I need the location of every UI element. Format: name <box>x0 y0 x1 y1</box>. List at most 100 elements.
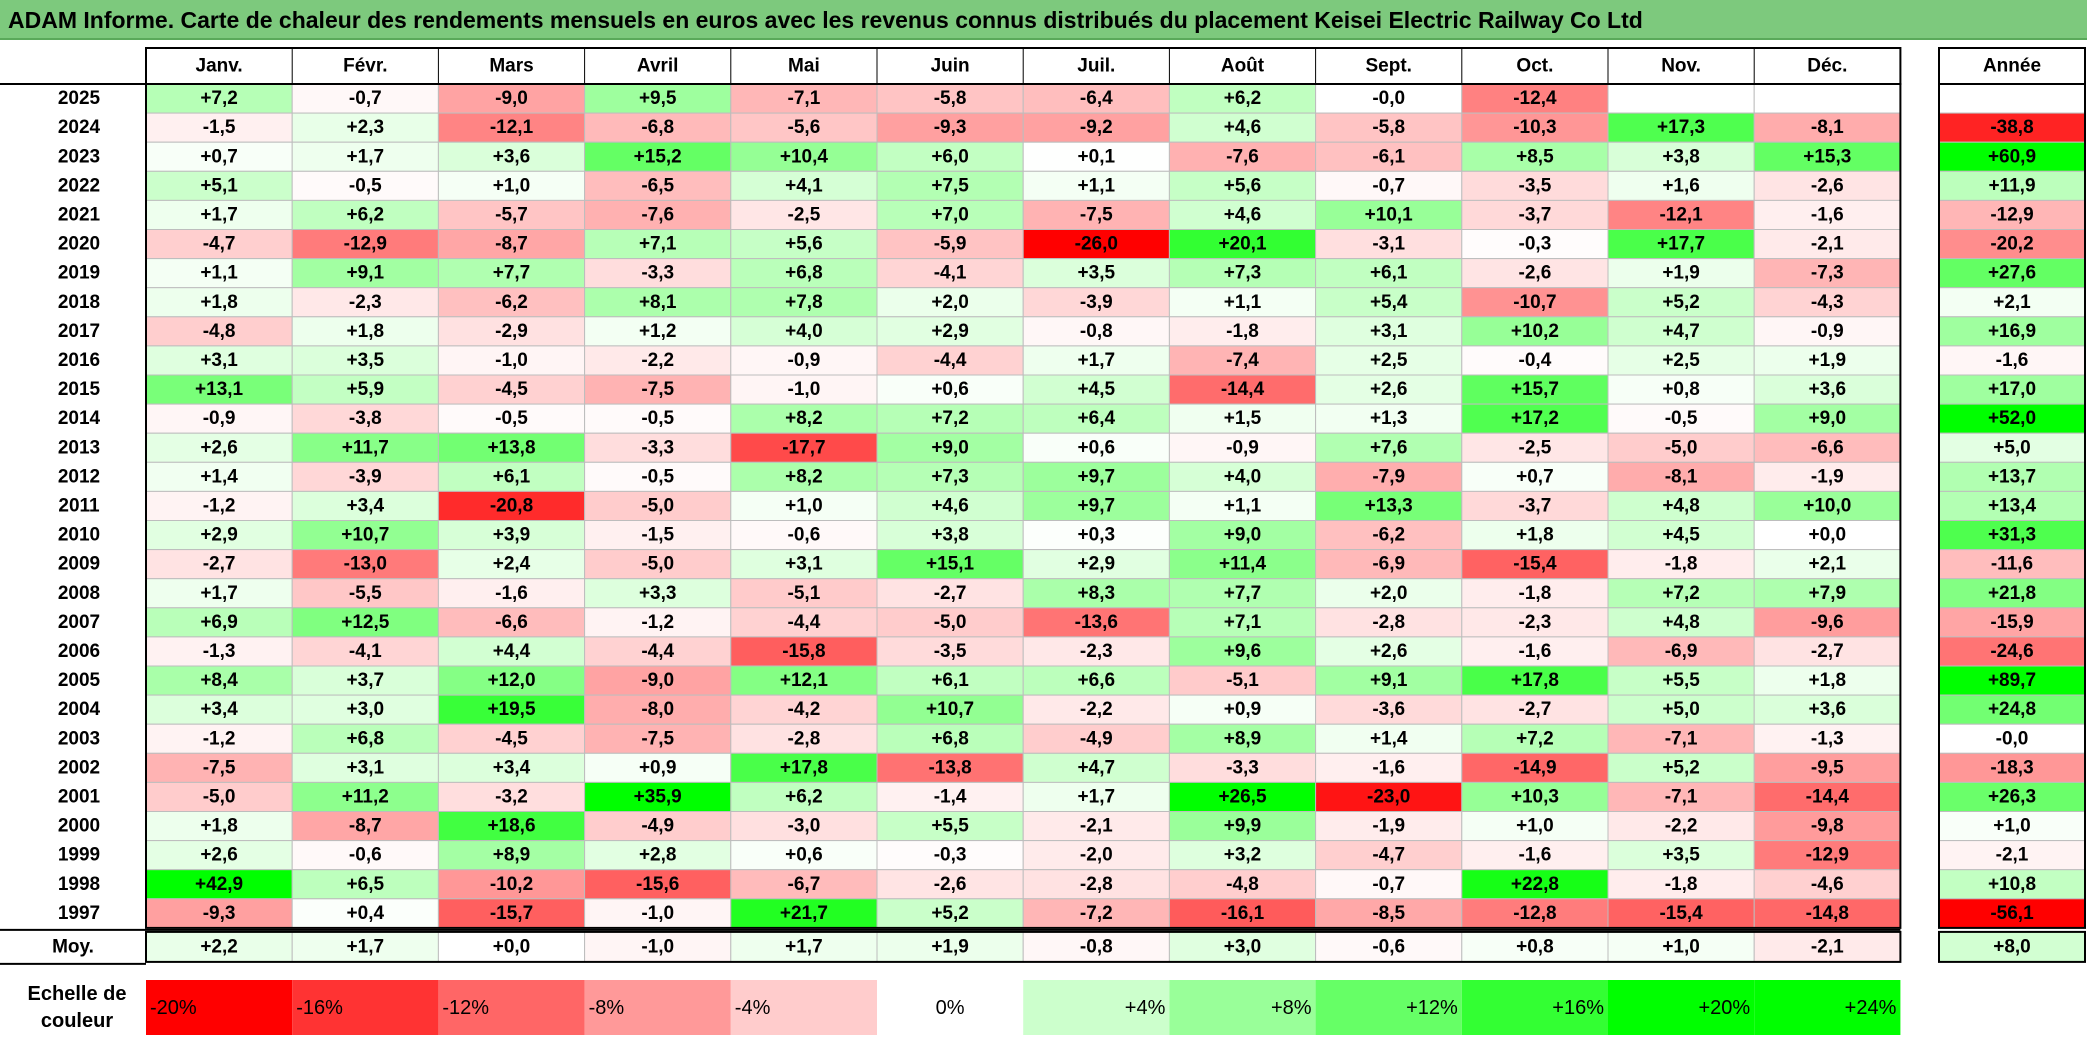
annual-cell <box>1938 112 2086 143</box>
heat-cell <box>1022 83 1170 114</box>
heat-cell <box>1461 345 1609 376</box>
heat-cell <box>1315 403 1463 434</box>
cell-value: -1,6 <box>495 583 528 604</box>
heat-cell <box>145 694 293 725</box>
cell-value: +17,7 <box>1657 234 1705 255</box>
cell-value: -5,0 <box>934 612 967 633</box>
scale-swatch <box>1023 980 1170 1035</box>
cell-value: -6,2 <box>1372 525 1405 546</box>
average-value: -0,8 <box>1080 936 1113 957</box>
cell-value: +17,8 <box>780 757 828 778</box>
heat-cell <box>584 607 732 638</box>
cell-value: +8,2 <box>785 408 823 429</box>
heat-cell <box>1607 345 1755 376</box>
cell-value: -0,9 <box>788 350 821 371</box>
scale-swatch <box>1608 980 1755 1035</box>
heat-cell <box>584 403 732 434</box>
heat-cell <box>437 665 586 696</box>
month-header: Mai <box>788 56 820 77</box>
heat-cell <box>1022 520 1170 551</box>
cell-value: +4,6 <box>931 495 969 516</box>
heat-cell <box>1753 229 1901 260</box>
cell-value: +3,5 <box>347 350 385 371</box>
cell-value: +1,4 <box>200 466 238 487</box>
annual-value: -1,6 <box>1996 350 2029 371</box>
cell-value: +7,7 <box>1224 583 1262 604</box>
cell-value: -5,6 <box>788 117 821 138</box>
cell-value: +1,9 <box>1809 350 1847 371</box>
cell-value: +5,5 <box>931 816 969 837</box>
heat-cell <box>584 781 732 813</box>
heat-cell <box>1753 199 1901 230</box>
cell-value: -12,8 <box>1513 903 1556 924</box>
heat-cell <box>584 316 732 347</box>
cell-value: -1,3 <box>1811 728 1844 749</box>
heat-cell <box>1022 141 1170 172</box>
cell-value: +4,4 <box>493 641 531 662</box>
heat-cell <box>1168 811 1317 842</box>
heat-cell <box>1168 898 1317 929</box>
heat-cell <box>437 840 586 871</box>
cell-value: -5,0 <box>1665 437 1698 458</box>
cell-value: +4,8 <box>1662 612 1700 633</box>
average-border <box>145 930 1902 963</box>
year-label: 1997 <box>58 903 100 924</box>
scale-swatch <box>1754 980 1901 1035</box>
year-label: 2012 <box>58 466 100 487</box>
heat-cell <box>1607 461 1755 492</box>
heat-cell <box>145 141 293 172</box>
heat-cell <box>584 374 732 405</box>
cell-value: +15,1 <box>926 554 975 575</box>
cell-value: +6,1 <box>931 670 969 691</box>
cell-value: -1,8 <box>1226 321 1259 342</box>
cell-value: -8,1 <box>1811 117 1844 138</box>
heat-cell <box>1753 549 1901 580</box>
cell-value: -0,7 <box>1372 874 1405 895</box>
heat-cell <box>584 723 732 754</box>
cell-value: -7,6 <box>641 204 674 225</box>
cell-value: +17,8 <box>1511 670 1559 691</box>
cell-value: -14,9 <box>1513 757 1556 778</box>
heat-cell <box>1607 781 1755 813</box>
heat-cell <box>1753 83 1901 114</box>
cell-value: +10,7 <box>926 699 974 720</box>
heat-cell <box>437 549 586 580</box>
scale-swatch <box>877 980 1024 1035</box>
cell-value: -2,7 <box>1811 641 1844 662</box>
cell-value: +4,0 <box>1224 466 1262 487</box>
heat-cell <box>291 374 439 405</box>
year-label: 2018 <box>58 292 100 313</box>
cell-value: +9,0 <box>1809 408 1847 429</box>
cell-value: +8,5 <box>1516 146 1554 167</box>
heat-cell <box>730 520 878 551</box>
heat-cell <box>437 811 586 842</box>
cell-value: -7,5 <box>641 728 674 749</box>
cell-value: +15,2 <box>634 146 682 167</box>
cell-value: +10,0 <box>1803 495 1851 516</box>
cell-value: -6,1 <box>1372 146 1405 167</box>
cell-value: -14,8 <box>1806 903 1849 924</box>
heat-cell <box>1607 636 1755 667</box>
cell-value: +4,6 <box>1224 204 1262 225</box>
cell-value: +10,4 <box>780 146 829 167</box>
cell-value: +6,5 <box>347 874 385 895</box>
heat-cell <box>1168 141 1317 172</box>
heat-cell <box>584 199 732 230</box>
cell-value: -4,9 <box>1080 728 1113 749</box>
cell-value: +2,9 <box>931 321 969 342</box>
year-label: 2017 <box>58 321 100 342</box>
annual-cell <box>1938 287 2086 318</box>
cell-value: -10,3 <box>1513 117 1556 138</box>
month-header: Déc. <box>1807 56 1847 77</box>
heat-cell <box>437 112 586 143</box>
month-header: Févr. <box>343 56 387 77</box>
heat-cell <box>291 694 439 725</box>
scale-swatch <box>584 980 731 1035</box>
heat-cell <box>1315 694 1463 725</box>
cell-value: -17,7 <box>782 437 825 458</box>
heat-cell <box>1022 374 1170 405</box>
cell-value: -4,7 <box>203 234 236 255</box>
heat-cell <box>1315 461 1463 492</box>
cell-value: -15,8 <box>782 641 825 662</box>
cell-value: -10,2 <box>490 874 533 895</box>
